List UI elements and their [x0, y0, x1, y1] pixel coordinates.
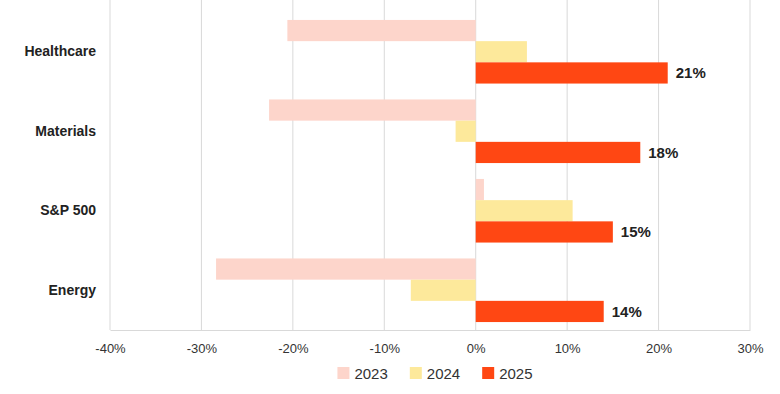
legend-swatch — [337, 367, 349, 379]
x-tick-label: 10% — [555, 341, 581, 356]
x-axis: -40% -30% -20% -10% 0% 10% 20% 30% — [95, 330, 764, 356]
grid-line — [110, 0, 111, 330]
legend-label: 2024 — [427, 365, 460, 382]
x-tick: -30% — [187, 330, 218, 356]
y-tick-label: Energy — [49, 282, 97, 298]
legend-label: 2025 — [499, 365, 532, 382]
bar — [476, 142, 641, 163]
legend-item: 2025 — [482, 365, 532, 382]
x-tick-label: 20% — [646, 341, 672, 356]
x-tick: 30% — [737, 330, 763, 356]
grid-line — [201, 0, 202, 330]
y-tick: Healthcare — [24, 43, 96, 59]
bar — [476, 200, 573, 221]
series — [476, 62, 668, 322]
bar — [411, 280, 476, 301]
data-label: 18% — [648, 144, 678, 161]
x-tick-label: -40% — [95, 341, 126, 356]
y-tick: S&P 500 — [40, 202, 96, 218]
data-label: 15% — [621, 223, 651, 240]
bar — [269, 99, 476, 120]
x-tick: 10% — [555, 330, 581, 356]
grid — [110, 0, 750, 330]
y-tick-label: Materials — [35, 123, 96, 139]
data-label: 21% — [676, 64, 706, 81]
x-tick-label: 0% — [467, 341, 486, 356]
data-label: 14% — [612, 303, 642, 320]
bars — [216, 20, 668, 322]
legend-label: 2023 — [354, 365, 387, 382]
x-tick: -40% — [95, 330, 126, 356]
x-tick-label: 30% — [737, 341, 763, 356]
series — [216, 20, 484, 280]
y-tick-label: Healthcare — [24, 43, 96, 59]
legend-item: 2023 — [337, 365, 387, 382]
x-tick: 20% — [646, 330, 672, 356]
bar — [476, 301, 604, 322]
grid-line — [567, 0, 568, 330]
data-labels: 21% 18% 15% 14% — [612, 64, 706, 320]
x-tick-label: -10% — [370, 341, 401, 356]
x-tick: -20% — [278, 330, 309, 356]
y-axis: Healthcare Materials S&P 500 Energy — [24, 43, 96, 298]
bar — [456, 121, 476, 142]
grid-line — [658, 0, 659, 330]
bar — [287, 20, 475, 41]
legend-swatch — [410, 367, 422, 379]
bar — [476, 62, 668, 83]
bar — [476, 221, 613, 242]
grid-line — [750, 0, 751, 330]
grid-line — [384, 0, 385, 330]
x-axis-line — [111, 330, 751, 331]
x-tick: 0% — [467, 330, 486, 356]
chart: -40% -30% -20% -10% 0% 10% 20% 30% Healthcare Mat… — [0, 0, 780, 394]
bar — [476, 179, 484, 200]
grid-line — [292, 0, 293, 330]
bar — [476, 41, 527, 62]
y-tick: Energy — [49, 282, 97, 298]
legend-item: 2024 — [410, 365, 460, 382]
legend-swatch — [482, 367, 494, 379]
x-tick-label: -30% — [187, 341, 218, 356]
y-tick: Materials — [35, 123, 96, 139]
bar — [216, 258, 476, 279]
y-tick-label: S&P 500 — [40, 202, 96, 218]
legend: 2023 2024 2025 — [337, 365, 532, 382]
x-tick-label: -20% — [278, 341, 309, 356]
x-tick: -10% — [370, 330, 401, 356]
